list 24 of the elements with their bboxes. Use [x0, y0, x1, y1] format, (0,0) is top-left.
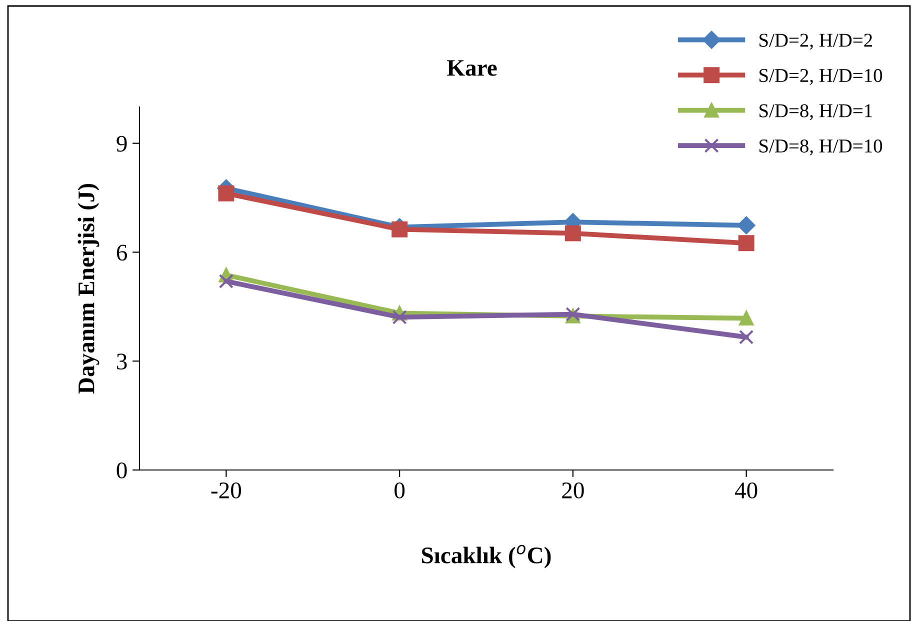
y-tick-label: 6: [116, 244, 127, 261]
point: [392, 310, 407, 324]
chart-title: Kare: [447, 60, 497, 76]
x-axis-title: Sıcaklık ($^{o}$C): [422, 544, 551, 568]
x-tick-label: 0: [394, 482, 405, 498]
point: [218, 274, 234, 289]
point: [218, 185, 234, 202]
x-tick-label: 20: [562, 482, 584, 498]
point: [737, 216, 756, 234]
y-tick-label: 3: [117, 354, 127, 370]
legend-label: S/D=8, H/D=10: [760, 139, 882, 156]
y-tick-label: 0: [116, 462, 127, 478]
point: [739, 310, 754, 326]
point: [392, 221, 408, 238]
x-tick-label: 40: [734, 482, 758, 498]
legend-label: S/D=2, H/D=10: [760, 68, 882, 85]
point: [739, 330, 754, 344]
y-axis-title: Dayanım Enerjisi (J): [78, 184, 100, 394]
point: [738, 235, 754, 252]
legend-label: S/D=8, H/D=1: [760, 104, 872, 120]
y-tick-label: 9: [116, 136, 127, 152]
legend-label: S/D=2, H/D=2: [760, 34, 872, 50]
x-tick-label: -20: [211, 482, 242, 498]
point: [564, 225, 581, 242]
